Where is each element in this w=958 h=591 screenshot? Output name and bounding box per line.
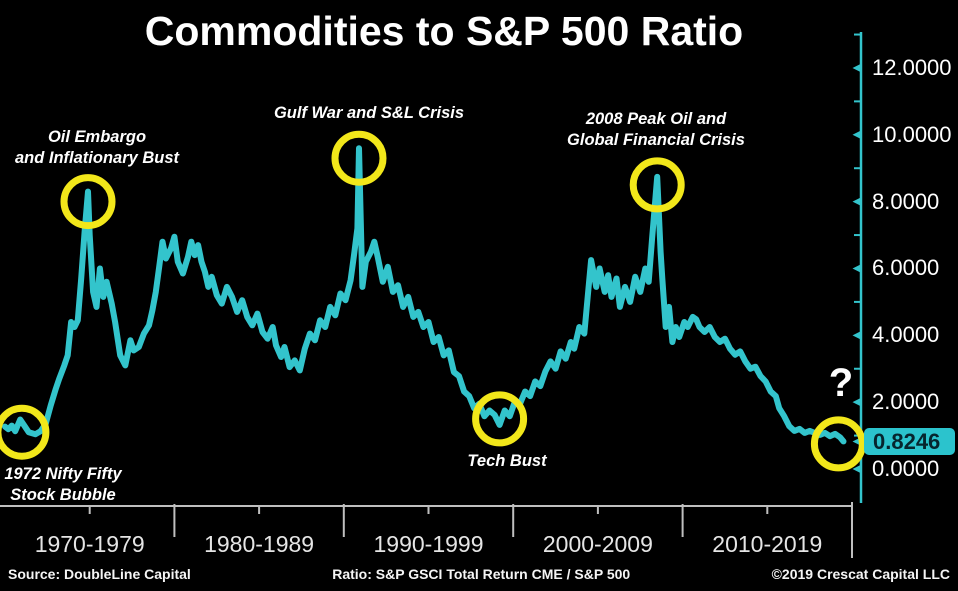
annotation-nifty-fifty-bubble: 1972 Nifty Fifty Stock Bubble bbox=[4, 465, 122, 504]
y-axis-label: 0.0000 bbox=[872, 456, 940, 481]
y-axis-major-tick bbox=[852, 330, 862, 340]
y-axis-label: 2.0000 bbox=[872, 389, 940, 415]
y-axis-label: 10.0000 bbox=[872, 121, 952, 147]
footer-ratio-definition: Ratio: S&P GSCI Total Return CME / S&P 5… bbox=[332, 566, 631, 582]
annotation-gulf-war-sl-crisis: Gulf War and S&L Crisis bbox=[273, 104, 465, 122]
annotation-tech-bust: Tech Bust bbox=[467, 452, 547, 470]
x-axis-label: 1980-1989 bbox=[204, 531, 315, 557]
y-axis-major-tick bbox=[852, 130, 862, 140]
chart-title: Commodities to S&P 500 Ratio bbox=[144, 8, 744, 54]
y-axis-label: 6.0000 bbox=[872, 255, 940, 281]
annotation-oil-embargo: Oil Embargo and Inflationary Bust bbox=[14, 128, 180, 167]
event-circle bbox=[0, 404, 50, 460]
y-axis-major-tick bbox=[852, 397, 862, 407]
event-circle bbox=[60, 174, 116, 230]
x-axis-label: 2000-2009 bbox=[542, 531, 653, 557]
y-axis-major-tick bbox=[852, 63, 862, 73]
ratio-line bbox=[2, 145, 847, 445]
x-axis-label: 1990-1999 bbox=[373, 531, 484, 557]
y-axis-major-tick bbox=[852, 197, 862, 207]
y-axis-label: 12.0000 bbox=[872, 54, 952, 80]
annotation-2008-peak-oil: 2008 Peak Oil and Global Financial Crisi… bbox=[567, 110, 745, 149]
y-axis-major-tick bbox=[852, 464, 862, 474]
y-axis-label: 8.0000 bbox=[872, 188, 940, 214]
footer-copyright: ©2019 Crescat Capital LLC bbox=[771, 566, 950, 582]
y-axis-major-tick bbox=[852, 263, 862, 273]
annotation-question-mark: ? bbox=[828, 361, 854, 405]
current-value-badge: 0.8246 bbox=[864, 428, 955, 455]
x-axis-label: 2010-2019 bbox=[712, 531, 823, 557]
x-axis-label: 1970-1979 bbox=[34, 531, 145, 557]
footer-source: Source: DoubleLine Capital bbox=[8, 566, 191, 582]
event-circle bbox=[472, 391, 528, 447]
y-axis-label: 4.0000 bbox=[872, 322, 940, 348]
event-circle bbox=[331, 130, 387, 186]
event-circle bbox=[629, 157, 685, 213]
footer-bar: Source: DoubleLine Capital Ratio: S&P GS… bbox=[0, 566, 958, 582]
event-circle bbox=[810, 416, 866, 472]
